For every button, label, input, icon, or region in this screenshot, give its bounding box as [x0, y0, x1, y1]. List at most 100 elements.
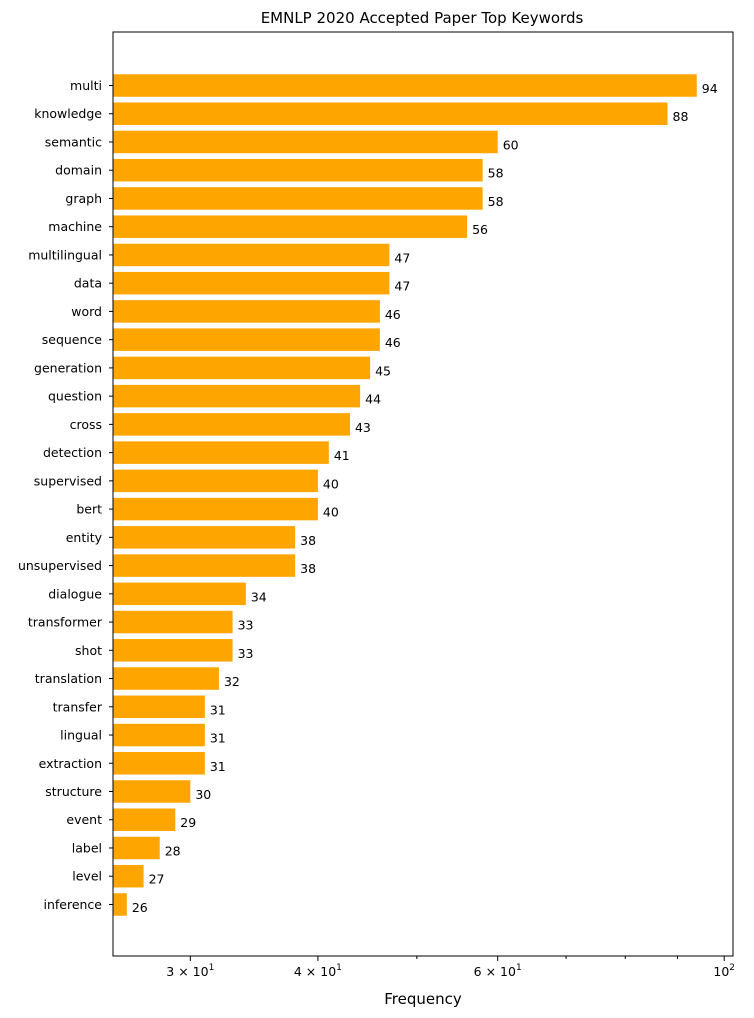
y-tick-label: entity: [66, 530, 103, 545]
y-tick-label: question: [48, 389, 102, 404]
y-tick-label: data: [74, 276, 102, 291]
bar: [113, 695, 205, 719]
bar: [113, 639, 233, 662]
y-tick-label: word: [71, 304, 102, 319]
bar: [113, 836, 160, 860]
y-tick-label: cross: [70, 417, 102, 432]
plot-frame: [112, 31, 734, 957]
y-tick-label: generation: [34, 360, 102, 375]
bar: [113, 610, 233, 634]
bar: [113, 74, 697, 97]
x-axis-label: Frequency: [384, 990, 462, 1008]
y-tick-label: detection: [43, 445, 102, 460]
bar-value-label: 38: [300, 533, 316, 548]
x-axis: 3 × 101 4 × 101 6 × 101 102: [166, 956, 735, 979]
bars-group: [113, 74, 697, 916]
bar-value-label: 30: [195, 787, 211, 802]
y-tick-label: level: [72, 869, 102, 884]
y-tick-label: shot: [75, 643, 102, 658]
x-tick-label: 3 × 101: [166, 963, 214, 979]
bar-value-label: 38: [300, 561, 316, 576]
y-tick-label: label: [72, 840, 102, 855]
bar-value-label: 47: [394, 250, 410, 265]
bar-value-label: 44: [365, 392, 381, 407]
bar: [113, 752, 205, 775]
y-tick-label: event: [66, 812, 102, 827]
bar: [113, 102, 668, 125]
bar-value-label: 29: [180, 815, 196, 830]
y-tick-label: multi: [70, 78, 102, 93]
y-tick-label: inference: [43, 897, 102, 912]
bar: [113, 243, 390, 267]
bar-value-label: 56: [472, 222, 488, 237]
bar-value-label: 47: [394, 279, 410, 294]
y-tick-label: knowledge: [34, 106, 102, 121]
bar-value-label: 26: [132, 900, 148, 915]
bar-value-label: 60: [503, 137, 519, 152]
y-tick-label: domain: [55, 163, 102, 178]
bar-value-label: 41: [334, 448, 350, 463]
bar: [113, 469, 318, 493]
y-tick-label: multilingual: [28, 247, 102, 262]
bar: [113, 384, 361, 408]
bar: [113, 723, 205, 747]
value-labels-group: 9488605858564747464645444341404038383433…: [132, 81, 718, 915]
bar: [113, 187, 483, 210]
y-tick-label: lingual: [60, 728, 102, 743]
y-tick-label: graph: [65, 191, 102, 206]
bar-value-label: 43: [355, 420, 371, 435]
bar-value-label: 34: [251, 589, 267, 604]
bar-value-label: 27: [149, 872, 165, 887]
y-axis: multi knowledge semantic domain graph machine…: [18, 78, 113, 912]
y-tick-label: semantic: [45, 134, 102, 149]
bar-value-label: 58: [488, 194, 504, 209]
bar: [113, 667, 219, 690]
bar-value-label: 46: [385, 335, 401, 350]
bar: [113, 413, 350, 436]
bar-value-label: 45: [375, 363, 391, 378]
bar: [113, 328, 380, 351]
y-tick-label: transfer: [53, 699, 103, 714]
y-tick-label: transformer: [28, 615, 103, 630]
y-tick-label: extraction: [39, 756, 102, 771]
x-tick-label: 6 × 101: [474, 963, 522, 979]
bar-value-label: 46: [385, 307, 401, 322]
y-tick-label: bert: [76, 502, 102, 517]
bar: [113, 271, 390, 295]
bar: [113, 893, 127, 916]
bar: [113, 441, 329, 464]
y-tick-label: unsupervised: [18, 558, 102, 573]
bar-value-label: 31: [210, 702, 226, 717]
bar: [113, 300, 380, 323]
bar: [113, 158, 483, 182]
bar-value-label: 33: [238, 646, 254, 661]
x-tick-label: 4 × 101: [294, 963, 342, 979]
bar-value-label: 33: [238, 618, 254, 633]
bar: [113, 780, 191, 803]
x-tick-label: 102: [713, 963, 735, 979]
bar-value-label: 32: [224, 674, 240, 689]
bar-value-label: 40: [323, 476, 339, 491]
bar-value-label: 31: [210, 731, 226, 746]
bar-value-label: 88: [673, 109, 689, 124]
bar: [113, 215, 468, 238]
bar: [113, 864, 144, 888]
bar-value-label: 58: [488, 166, 504, 181]
bar: [113, 356, 371, 380]
bar: [113, 582, 246, 606]
y-tick-label: translation: [35, 671, 102, 686]
y-tick-label: dialogue: [48, 586, 102, 601]
bar: [113, 808, 176, 831]
y-tick-label: supervised: [34, 473, 102, 488]
y-tick-label: structure: [45, 784, 102, 799]
y-tick-label: sequence: [42, 332, 103, 347]
bar: [113, 497, 318, 521]
bar-value-label: 28: [165, 843, 181, 858]
chart-title: EMNLP 2020 Accepted Paper Top Keywords: [261, 9, 584, 27]
bar-value-label: 31: [210, 759, 226, 774]
bar: [113, 554, 296, 577]
bar-value-label: 40: [323, 505, 339, 520]
bar: [113, 526, 296, 549]
bar-value-label: 94: [702, 81, 718, 96]
